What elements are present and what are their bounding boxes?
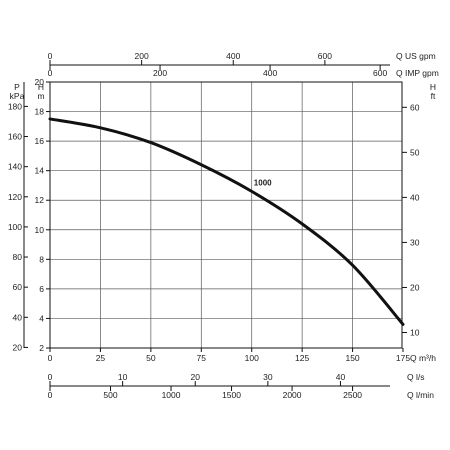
p-kpa-tick-label: 100 bbox=[8, 222, 22, 232]
h-ft-tick-label: 40 bbox=[410, 192, 420, 202]
h-m-tick-label: 2 bbox=[39, 343, 44, 353]
p-kpa-tick-label: 80 bbox=[13, 252, 23, 262]
h-ft-tick-label: 30 bbox=[410, 237, 420, 247]
q-lmin-tick-label: 500 bbox=[103, 390, 117, 400]
kpa-unit-label: kPa bbox=[10, 91, 25, 101]
h-m-tick-label: 6 bbox=[39, 284, 44, 294]
q-ls-tick-label: 10 bbox=[118, 372, 128, 382]
q-imp-gpm-tick-label: 400 bbox=[263, 68, 277, 78]
q-imp-gpm-tick-label: 200 bbox=[153, 68, 167, 78]
q-lmin-unit-label: Q l/min bbox=[407, 390, 434, 400]
curve-label-1000: 1000 bbox=[254, 178, 272, 187]
q-imp-gpm-unit-label: Q IMP gpm bbox=[396, 68, 439, 78]
h-ft-unit-label: H bbox=[430, 82, 436, 92]
q-m3h-tick-label: 150 bbox=[345, 353, 359, 363]
q-us-gpm-unit-label: Q US gpm bbox=[396, 51, 436, 61]
h-unit-label: H bbox=[38, 82, 44, 92]
q-lmin-tick-label: 2000 bbox=[283, 390, 302, 400]
q-m3h-tick-label: 100 bbox=[245, 353, 259, 363]
q-us-gpm-tick-label: 0 bbox=[48, 51, 53, 61]
p-kpa-tick-label: 160 bbox=[8, 132, 22, 142]
q-lmin-tick-label: 2500 bbox=[343, 390, 362, 400]
h-m-tick-label: 14 bbox=[35, 166, 45, 176]
q-m3h-tick-label: 25 bbox=[96, 353, 106, 363]
plot-frame bbox=[49, 81, 403, 349]
h-ft-tick-label: 50 bbox=[410, 147, 420, 157]
h-ft-tick-label: 10 bbox=[410, 328, 420, 338]
q-ls-tick-label: 40 bbox=[336, 372, 346, 382]
q-m3h-tick-label: 0 bbox=[48, 353, 53, 363]
ft-unit-label: ft bbox=[431, 91, 436, 101]
q-lmin-tick-label: 1500 bbox=[222, 390, 241, 400]
h-m-tick-label: 16 bbox=[35, 136, 45, 146]
h-m-tick-label: 12 bbox=[35, 195, 45, 205]
h-m-tick-label: 10 bbox=[35, 225, 45, 235]
q-m3h-tick-label: 125 bbox=[295, 353, 309, 363]
p-kpa-tick-label: 40 bbox=[13, 312, 23, 322]
h-ft-tick-label: 20 bbox=[410, 282, 420, 292]
q-m3h-unit-label: Q m³/h bbox=[410, 353, 436, 363]
q-us-gpm-tick-label: 400 bbox=[226, 51, 240, 61]
q-us-gpm-tick-label: 200 bbox=[135, 51, 149, 61]
curve-layer bbox=[48, 117, 405, 326]
q-m3h-tick-label: 175 bbox=[396, 353, 410, 363]
q-lmin-tick-label: 1000 bbox=[162, 390, 181, 400]
q-m3h-tick-label: 75 bbox=[197, 353, 207, 363]
p-kpa-tick-label: 140 bbox=[8, 162, 22, 172]
p-kpa-tick-label: 60 bbox=[13, 282, 23, 292]
p-kpa-tick-label: 20 bbox=[13, 342, 23, 352]
p-kpa-tick-label: 120 bbox=[8, 192, 22, 202]
q-imp-gpm-tick-label: 600 bbox=[373, 68, 387, 78]
m-unit-label: m bbox=[37, 91, 44, 101]
axes-layer bbox=[23, 60, 407, 391]
h-m-tick-label: 8 bbox=[39, 254, 44, 264]
q-ls-tick-label: 30 bbox=[263, 372, 273, 382]
h-ft-tick-label: 60 bbox=[410, 102, 420, 112]
p-kpa-tick-label: 180 bbox=[8, 101, 22, 111]
pump-curve-1000 bbox=[48, 117, 405, 326]
q-m3h-tick-label: 50 bbox=[146, 353, 156, 363]
q-ls-tick-label: 0 bbox=[48, 372, 53, 382]
q-imp-gpm-tick-label: 0 bbox=[48, 68, 53, 78]
q-lmin-tick-label: 0 bbox=[48, 390, 53, 400]
h-m-tick-label: 20 bbox=[35, 77, 45, 87]
h-m-tick-label: 18 bbox=[35, 107, 45, 117]
h-m-tick-label: 4 bbox=[39, 313, 44, 323]
q-ls-tick-label: 20 bbox=[190, 372, 200, 382]
q-us-gpm-tick-label: 600 bbox=[318, 51, 332, 61]
q-ls-unit-label: Q l/s bbox=[407, 372, 424, 382]
p-unit-label: P bbox=[14, 82, 20, 92]
grid-layer bbox=[50, 82, 402, 348]
